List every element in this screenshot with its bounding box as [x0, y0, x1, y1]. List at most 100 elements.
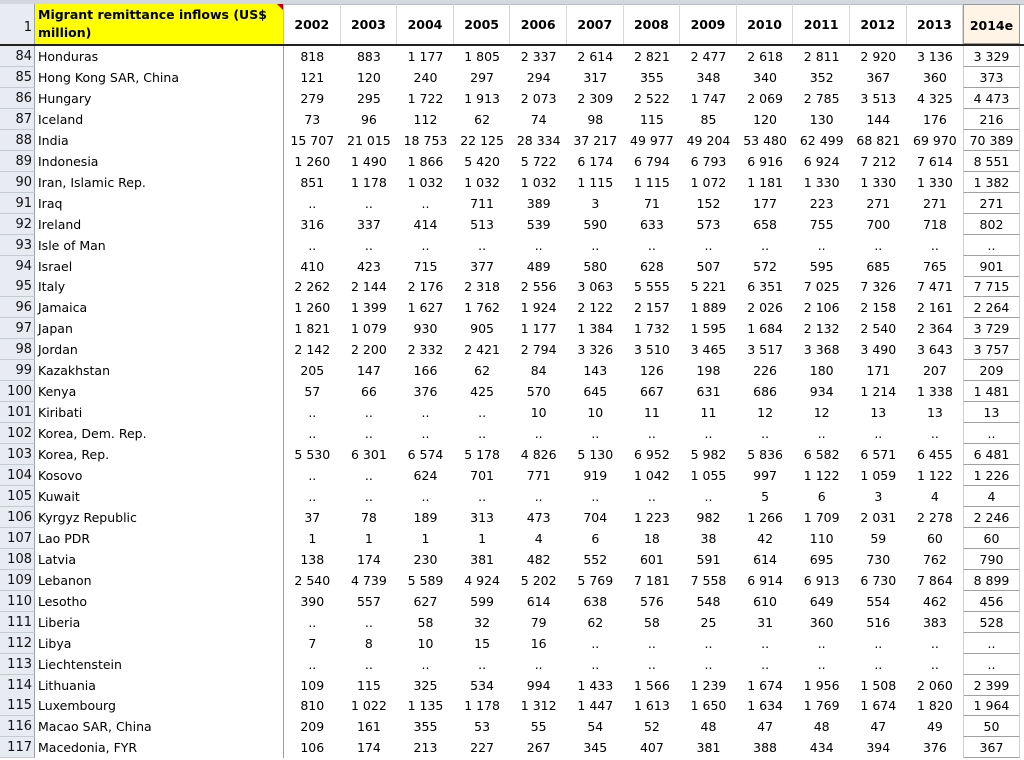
- value-cell[interactable]: 482: [526, 551, 551, 567]
- value-cell[interactable]: 3 757: [963, 339, 1020, 361]
- value-cell[interactable]: 2 158: [860, 300, 897, 316]
- value-cell[interactable]: ..: [364, 195, 373, 211]
- value-cell[interactable]: 2 309: [577, 90, 614, 106]
- value-cell[interactable]: 62: [587, 614, 604, 630]
- row-number[interactable]: 115: [0, 695, 35, 717]
- value-cell[interactable]: ..: [591, 237, 600, 253]
- value-cell[interactable]: 390: [300, 593, 325, 609]
- value-cell[interactable]: 570: [526, 384, 551, 400]
- value-cell[interactable]: 591: [696, 551, 721, 567]
- value-cell[interactable]: 189: [413, 509, 438, 525]
- value-cell[interactable]: 37: [304, 509, 321, 525]
- row-number[interactable]: 96: [0, 297, 35, 319]
- value-cell[interactable]: 711: [470, 195, 495, 211]
- country-cell[interactable]: Indonesia: [35, 150, 284, 172]
- value-cell[interactable]: 6 730: [860, 572, 897, 588]
- value-cell[interactable]: 573: [696, 216, 721, 232]
- country-cell[interactable]: Latvia: [35, 548, 284, 570]
- value-cell[interactable]: 48: [813, 719, 830, 735]
- value-cell[interactable]: 2 262: [294, 279, 331, 295]
- value-cell[interactable]: ..: [874, 237, 883, 253]
- value-cell[interactable]: 11: [643, 405, 660, 421]
- value-cell[interactable]: 6 351: [747, 279, 783, 295]
- value-cell[interactable]: 1 260: [294, 153, 331, 169]
- value-cell[interactable]: 6 914: [747, 572, 783, 588]
- value-cell[interactable]: ..: [647, 656, 656, 672]
- value-cell[interactable]: 74: [530, 111, 547, 127]
- value-cell[interactable]: 700: [866, 216, 891, 232]
- value-cell[interactable]: 6 174: [577, 153, 614, 169]
- value-cell[interactable]: 590: [583, 216, 608, 232]
- value-cell[interactable]: 10: [530, 405, 547, 421]
- value-cell[interactable]: 4: [963, 485, 1020, 507]
- value-cell[interactable]: ..: [761, 656, 770, 672]
- value-cell[interactable]: 507: [696, 258, 721, 274]
- value-cell[interactable]: 638: [583, 593, 608, 609]
- value-cell[interactable]: 389: [526, 195, 551, 211]
- value-cell[interactable]: 13: [963, 402, 1020, 424]
- value-cell[interactable]: 7 181: [633, 572, 670, 588]
- value-cell[interactable]: 180: [809, 363, 834, 379]
- value-cell[interactable]: 7 614: [916, 153, 953, 169]
- year-header-cell[interactable]: 2008: [624, 4, 681, 44]
- value-cell[interactable]: 271: [922, 195, 947, 211]
- value-cell[interactable]: 695: [809, 551, 834, 567]
- value-cell[interactable]: 226: [753, 363, 778, 379]
- row-number[interactable]: 86: [0, 87, 35, 109]
- value-cell[interactable]: 317: [583, 69, 608, 85]
- value-cell[interactable]: ..: [421, 237, 430, 253]
- country-cell[interactable]: Japan: [35, 318, 284, 340]
- value-cell[interactable]: 580: [583, 258, 608, 274]
- value-cell[interactable]: 2 069: [747, 90, 783, 106]
- value-cell[interactable]: 2 794: [520, 342, 557, 358]
- value-cell[interactable]: 1 042: [633, 468, 670, 483]
- title-cell[interactable]: Migrant remittance inflows (US$ million): [35, 4, 284, 44]
- value-cell[interactable]: 2 399: [963, 674, 1020, 696]
- value-cell[interactable]: 6: [817, 488, 826, 504]
- value-cell[interactable]: 1: [308, 530, 317, 546]
- row-number[interactable]: 108: [0, 548, 35, 570]
- value-cell[interactable]: 12: [813, 405, 830, 421]
- value-cell[interactable]: 1 762: [464, 300, 500, 316]
- value-cell[interactable]: 177: [753, 195, 778, 211]
- value-cell[interactable]: ..: [308, 656, 317, 672]
- value-cell[interactable]: 1 650: [690, 698, 727, 714]
- row-number[interactable]: 114: [0, 674, 35, 696]
- value-cell[interactable]: 383: [922, 614, 947, 630]
- value-cell[interactable]: 25: [700, 614, 717, 630]
- country-cell[interactable]: Lesotho: [35, 590, 284, 612]
- row-number[interactable]: 98: [0, 339, 35, 361]
- value-cell[interactable]: ..: [421, 426, 430, 442]
- value-cell[interactable]: 4 739: [350, 572, 387, 588]
- row-number[interactable]: 97: [0, 318, 35, 340]
- value-cell[interactable]: ..: [817, 656, 826, 672]
- value-cell[interactable]: 2 122: [577, 300, 614, 316]
- row-number[interactable]: 92: [0, 213, 35, 235]
- value-cell[interactable]: ..: [421, 195, 430, 211]
- value-cell[interactable]: 166: [413, 363, 438, 379]
- value-cell[interactable]: 7 212: [860, 153, 897, 169]
- value-cell[interactable]: 147: [356, 363, 381, 379]
- value-cell[interactable]: 765: [922, 258, 947, 274]
- value-cell[interactable]: 138: [300, 551, 325, 567]
- value-cell[interactable]: 62: [474, 363, 491, 379]
- value-cell[interactable]: 3 517: [747, 342, 783, 358]
- value-cell[interactable]: 631: [696, 384, 721, 400]
- value-cell[interactable]: 110: [809, 530, 834, 546]
- country-cell[interactable]: India: [35, 129, 284, 151]
- value-cell[interactable]: 5 178: [464, 447, 500, 463]
- value-cell[interactable]: 2 031: [860, 509, 897, 525]
- value-cell[interactable]: 1 913: [464, 90, 500, 106]
- value-cell[interactable]: 2 811: [803, 49, 840, 64]
- value-cell[interactable]: 1 508: [860, 677, 897, 693]
- value-cell[interactable]: 601: [639, 551, 664, 567]
- value-cell[interactable]: 1 384: [577, 321, 614, 337]
- row-number[interactable]: 85: [0, 66, 35, 88]
- country-cell[interactable]: Luxembourg: [35, 695, 284, 717]
- value-cell[interactable]: 130: [809, 111, 834, 127]
- value-cell[interactable]: 84: [530, 363, 547, 379]
- value-cell[interactable]: 376: [922, 740, 947, 756]
- value-cell[interactable]: 905: [470, 321, 495, 337]
- value-cell[interactable]: 6 455: [916, 447, 953, 463]
- year-header-cell[interactable]: 2005: [454, 4, 511, 44]
